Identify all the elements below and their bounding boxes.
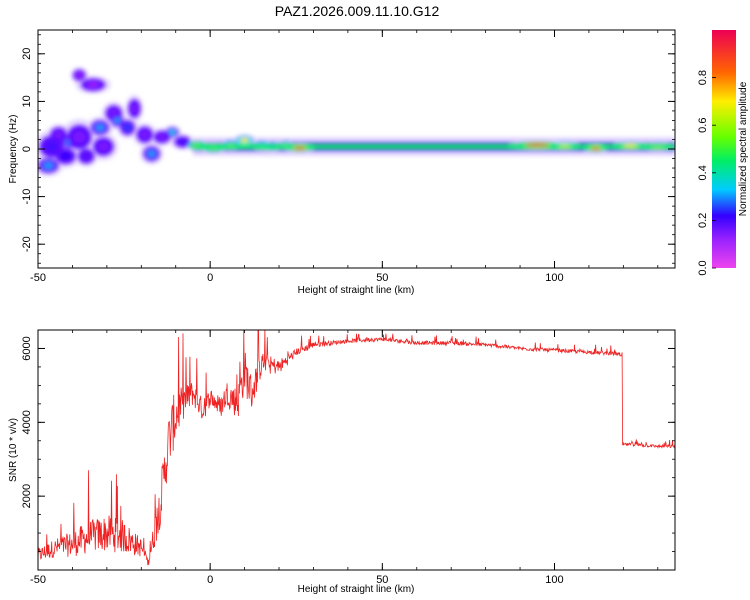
- spectrogram-blob-core: [240, 138, 249, 143]
- spectrogram-hotspot: [651, 144, 664, 148]
- snr-ylabel: SNR (10 * v/v): [8, 418, 19, 482]
- colorbar-label: Normalized spectral amplitude: [738, 81, 749, 216]
- colorbar-tick-label: 0.0: [697, 260, 709, 275]
- spectrogram-x-tick-label: 0: [207, 272, 213, 284]
- spectrogram-x-tick-label: -50: [30, 272, 46, 284]
- snr-frame: [37, 329, 676, 571]
- spectrogram-hotspot: [558, 143, 571, 147]
- spectrogram-blob-core: [86, 81, 100, 88]
- spectrogram-blob-core: [45, 141, 58, 152]
- snr-x-tick-label: 50: [376, 574, 388, 586]
- colorbar-tick-label: 0.8: [697, 70, 709, 85]
- snr-x-tick-label: 0: [207, 574, 213, 586]
- spectrogram-blob-core: [43, 162, 54, 170]
- spectrogram-hotspot: [293, 146, 306, 150]
- spectrogram-blob-core: [60, 152, 71, 160]
- colorbar-tick-label: 0.6: [697, 118, 709, 133]
- colorbar-ticks: 0.0 0.2 0.4 0.6 0.8: [697, 70, 716, 276]
- spectrogram-band: [192, 144, 675, 150]
- spectrogram-ylabel: Frequency (Hz): [8, 115, 19, 184]
- spectrogram-hotspot: [525, 143, 550, 147]
- spectrogram-y-tick-label: -20: [21, 236, 33, 252]
- snr-panel: -50 0 50 100 2000 4000 6000 Height of straight…: [8, 329, 676, 595]
- spectrogram-blob-core: [131, 104, 138, 113]
- spectrogram-blob-core: [169, 130, 176, 135]
- spectrogram-hotspot: [623, 143, 638, 147]
- spectrogram-xlabel: Height of straight line (km): [298, 285, 415, 296]
- spectrogram-y-tick-label: 20: [21, 48, 33, 60]
- spectrogram-blob-core: [54, 131, 63, 139]
- snr-x-tick-label: 100: [545, 574, 563, 586]
- snr-axis-ticks: -50 0 50 100 2000 4000 6000: [21, 329, 675, 586]
- snr-series-line: [38, 330, 675, 566]
- snr-xlabel: Height of straight line (km): [298, 584, 415, 595]
- snr-plot-area: [38, 330, 675, 570]
- spectrogram-blob-core: [95, 124, 105, 132]
- spectrogram-blob-core: [82, 152, 91, 160]
- spectrogram-y-tick-label: -10: [21, 189, 33, 205]
- spectrogram-x-tick-label: 50: [376, 272, 388, 284]
- figure-title: PAZ1.2026.009.11.10.G12: [275, 3, 440, 19]
- spectrogram-blob-core: [114, 117, 121, 124]
- spectrogram-y-tick-label: 10: [21, 95, 33, 107]
- spectrogram-blob-core: [73, 131, 86, 143]
- spectrogram-blob-core: [98, 142, 109, 151]
- spectrogram-blob-core: [147, 150, 156, 158]
- colorbar: 0.0 0.2 0.4 0.6 0.8 Normalized spectral ampl…: [697, 30, 749, 276]
- colorbar-gradient: [712, 30, 736, 268]
- snr-y-tick-label: 6000: [21, 336, 33, 360]
- spectrogram-x-tick-label: 100: [545, 272, 563, 284]
- spectrogram-blob-core: [178, 139, 187, 145]
- snr-y-tick-label: 4000: [21, 410, 33, 434]
- snr-y-tick-label: 2000: [21, 484, 33, 508]
- spectrogram-hotspot: [590, 147, 601, 150]
- spectrogram-y-tick-label: 0: [21, 146, 33, 152]
- spectrogram-cores: [38, 69, 675, 173]
- spectrogram-heatmap: [38, 67, 675, 177]
- spectrogram-blob-core: [157, 134, 167, 140]
- colorbar-tick-label: 0.2: [697, 213, 709, 228]
- colorbar-tick-label: 0.4: [697, 165, 709, 180]
- spectrogram-blob-core: [140, 131, 149, 139]
- snr-x-tick-label: -50: [30, 574, 46, 586]
- spectrogram-blob-core: [76, 72, 83, 78]
- spectrogram-blob-core: [123, 124, 132, 132]
